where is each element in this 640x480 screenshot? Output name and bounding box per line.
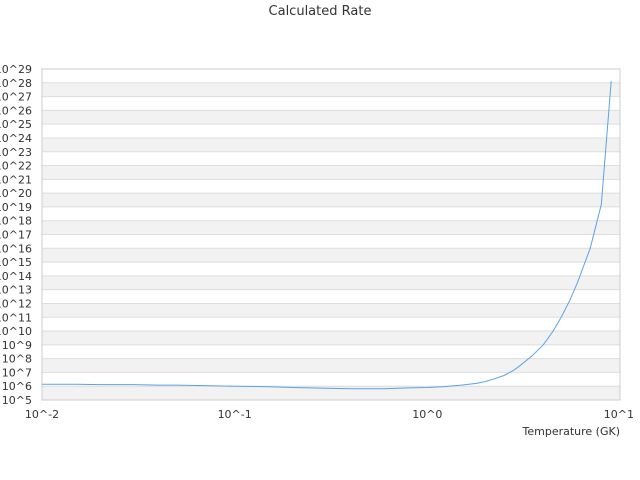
plot-frame <box>41 68 621 401</box>
y-tick-label: 10^19 <box>0 201 32 214</box>
y-tick-label: 10^18 <box>0 215 32 228</box>
plot-border <box>41 68 621 401</box>
y-tick-label: 10^26 <box>0 104 32 117</box>
y-axis-ticks: 10^510^610^710^810^910^1010^1110^1210^13… <box>0 63 32 407</box>
grid-band <box>42 137 620 152</box>
grid-band <box>42 317 620 332</box>
x-tick-label: 10^1 <box>604 408 634 421</box>
grid-band <box>42 372 620 387</box>
grid-band <box>42 262 620 276</box>
y-tick-label: 10^16 <box>0 242 32 255</box>
x-tick-label: 10^0 <box>412 408 442 421</box>
grid-band <box>42 151 620 166</box>
y-tick-label: 10^23 <box>0 146 32 159</box>
grid-band <box>42 165 620 180</box>
y-tick-label: 10^17 <box>0 229 32 242</box>
grid-band <box>42 303 620 318</box>
y-tick-label: 10^7 <box>2 366 32 379</box>
grid-band <box>42 358 620 373</box>
y-tick-label: 10^24 <box>0 132 32 145</box>
grid-band <box>42 275 620 290</box>
grid-band <box>42 82 620 97</box>
grid-band <box>42 179 620 194</box>
y-tick-label: 10^11 <box>0 311 32 324</box>
y-tick-label: 10^29 <box>0 63 32 76</box>
y-tick-label: 10^6 <box>2 380 32 393</box>
grid-band <box>42 110 620 125</box>
grid-band <box>42 206 620 221</box>
grid-bands <box>42 68 620 401</box>
y-tick-label: 10^22 <box>0 160 32 173</box>
x-tick-label: 10^-1 <box>218 408 252 421</box>
y-tick-label: 10^5 <box>2 394 32 407</box>
x-axis-label: Temperature (GK) <box>522 425 621 438</box>
chart-title: Calculated Rate <box>268 4 372 19</box>
x-tick-label: 10^-2 <box>25 408 59 421</box>
grid-band <box>42 193 620 207</box>
grid-band <box>42 220 620 235</box>
y-tick-label: 10^25 <box>0 118 32 131</box>
x-axis-ticks: 10^-2 10^-1 10^0 10^1 <box>25 408 634 421</box>
grid-band <box>42 96 620 111</box>
y-tick-label: 10^15 <box>0 256 32 269</box>
y-tick-label: 10^21 <box>0 173 32 186</box>
grid-band <box>42 69 620 83</box>
grid-band <box>42 289 620 304</box>
grid-band <box>42 248 620 263</box>
series-group <box>42 81 612 390</box>
series-line <box>42 81 612 390</box>
grid-band <box>42 124 620 138</box>
y-tick-label: 10^9 <box>2 339 32 352</box>
y-tick-label: 10^8 <box>2 353 32 366</box>
grid-band <box>42 331 620 345</box>
y-tick-label: 10^27 <box>0 91 32 104</box>
grid-band <box>42 386 620 400</box>
y-tick-label: 10^13 <box>0 284 32 297</box>
grid-band <box>42 234 620 249</box>
y-tick-label: 10^10 <box>0 325 32 338</box>
y-tick-label: 10^14 <box>0 270 32 283</box>
grid-band <box>42 344 620 359</box>
y-tick-label: 10^12 <box>0 297 32 310</box>
y-tick-label: 10^20 <box>0 187 32 200</box>
y-tick-label: 10^28 <box>0 77 32 90</box>
